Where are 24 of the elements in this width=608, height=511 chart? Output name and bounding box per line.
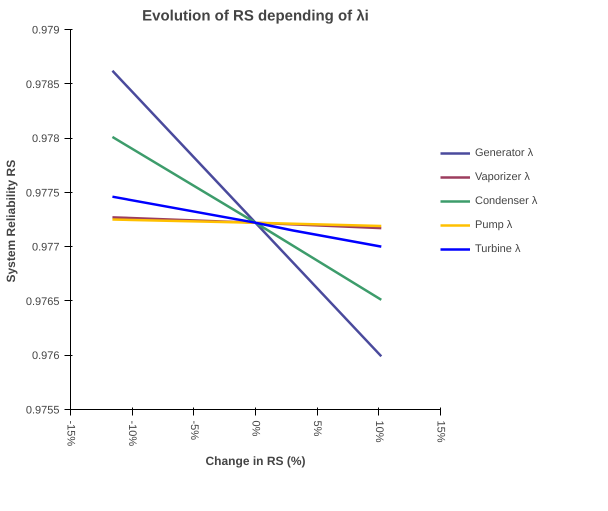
legend-label: Vaporizer λ xyxy=(475,171,530,183)
line-series xyxy=(111,195,383,248)
y-tick-label: 0.976 xyxy=(32,350,60,362)
y-tick-label: 0.977 xyxy=(32,242,60,254)
x-tick-label: 5% xyxy=(311,420,324,437)
y-tick-label: 0.9775 xyxy=(26,187,60,200)
x-axis-title: Change in RS (%) xyxy=(206,454,306,468)
x-tick-label: -5% xyxy=(188,420,200,440)
y-tick-label: 0.979 xyxy=(32,24,60,36)
legend-label: Generator λ xyxy=(475,147,534,159)
x-tick-label: 0% xyxy=(250,420,262,437)
legend-label: Pump λ xyxy=(475,219,512,231)
y-tick-label: 0.9765 xyxy=(26,296,60,308)
y-tick-label: 0.9755 xyxy=(26,404,60,416)
y-tick-label: 0.9785 xyxy=(26,78,60,91)
legend-label: Turbine λ xyxy=(475,243,520,255)
chart-title: Evolution of RS depending of λi xyxy=(142,8,369,24)
legend-label: Condenser λ xyxy=(475,195,538,207)
x-tick-label: -15% xyxy=(64,420,76,446)
x-tick-label: -10% xyxy=(126,420,138,446)
x-tick-label: 15% xyxy=(434,420,446,443)
y-tick-label: 0.978 xyxy=(32,133,60,146)
x-tick-label: 10% xyxy=(372,420,385,443)
y-axis-title: System Reliability RS xyxy=(4,160,18,283)
